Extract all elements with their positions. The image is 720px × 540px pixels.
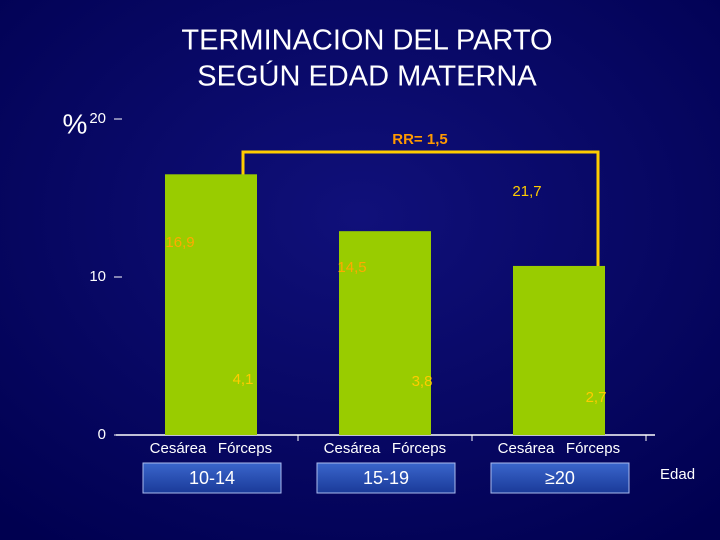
- y-axis-label: %: [63, 108, 88, 139]
- subcategory-label: Fórceps: [392, 440, 446, 457]
- group-box: [142, 462, 282, 494]
- chart-title: SEGÚN EDAD MATERNA: [197, 60, 537, 93]
- group-box: [490, 462, 630, 494]
- annotation: 3,8: [412, 373, 433, 390]
- y-tick-label: 20: [89, 110, 106, 127]
- group-label: 10-14: [189, 468, 235, 488]
- x-axis-label: Edad: [660, 466, 695, 483]
- group-box: [316, 462, 456, 494]
- annotation: 2,7: [586, 389, 607, 406]
- bar: [339, 231, 431, 435]
- annotation: RR= 1,5: [392, 131, 447, 148]
- annotation: 14,5: [337, 259, 366, 276]
- annotation: 21,7: [512, 183, 541, 200]
- y-tick-label: 0: [98, 426, 106, 443]
- subcategory-label: Cesárea: [498, 440, 555, 457]
- subcategory-label: Fórceps: [218, 440, 272, 457]
- group-label: 15-19: [363, 468, 409, 488]
- group-label: ≥20: [545, 468, 575, 488]
- annotation: 16,9: [165, 234, 194, 251]
- bar: [513, 265, 605, 435]
- bar: [165, 174, 257, 436]
- annotation: 4,1: [233, 371, 254, 388]
- subcategory-label: Cesárea: [324, 440, 381, 457]
- subcategory-label: Fórceps: [566, 440, 620, 457]
- y-tick-label: 10: [89, 268, 106, 285]
- subcategory-label: Cesárea: [150, 440, 207, 457]
- chart-title: TERMINACION DEL PARTO: [181, 25, 552, 57]
